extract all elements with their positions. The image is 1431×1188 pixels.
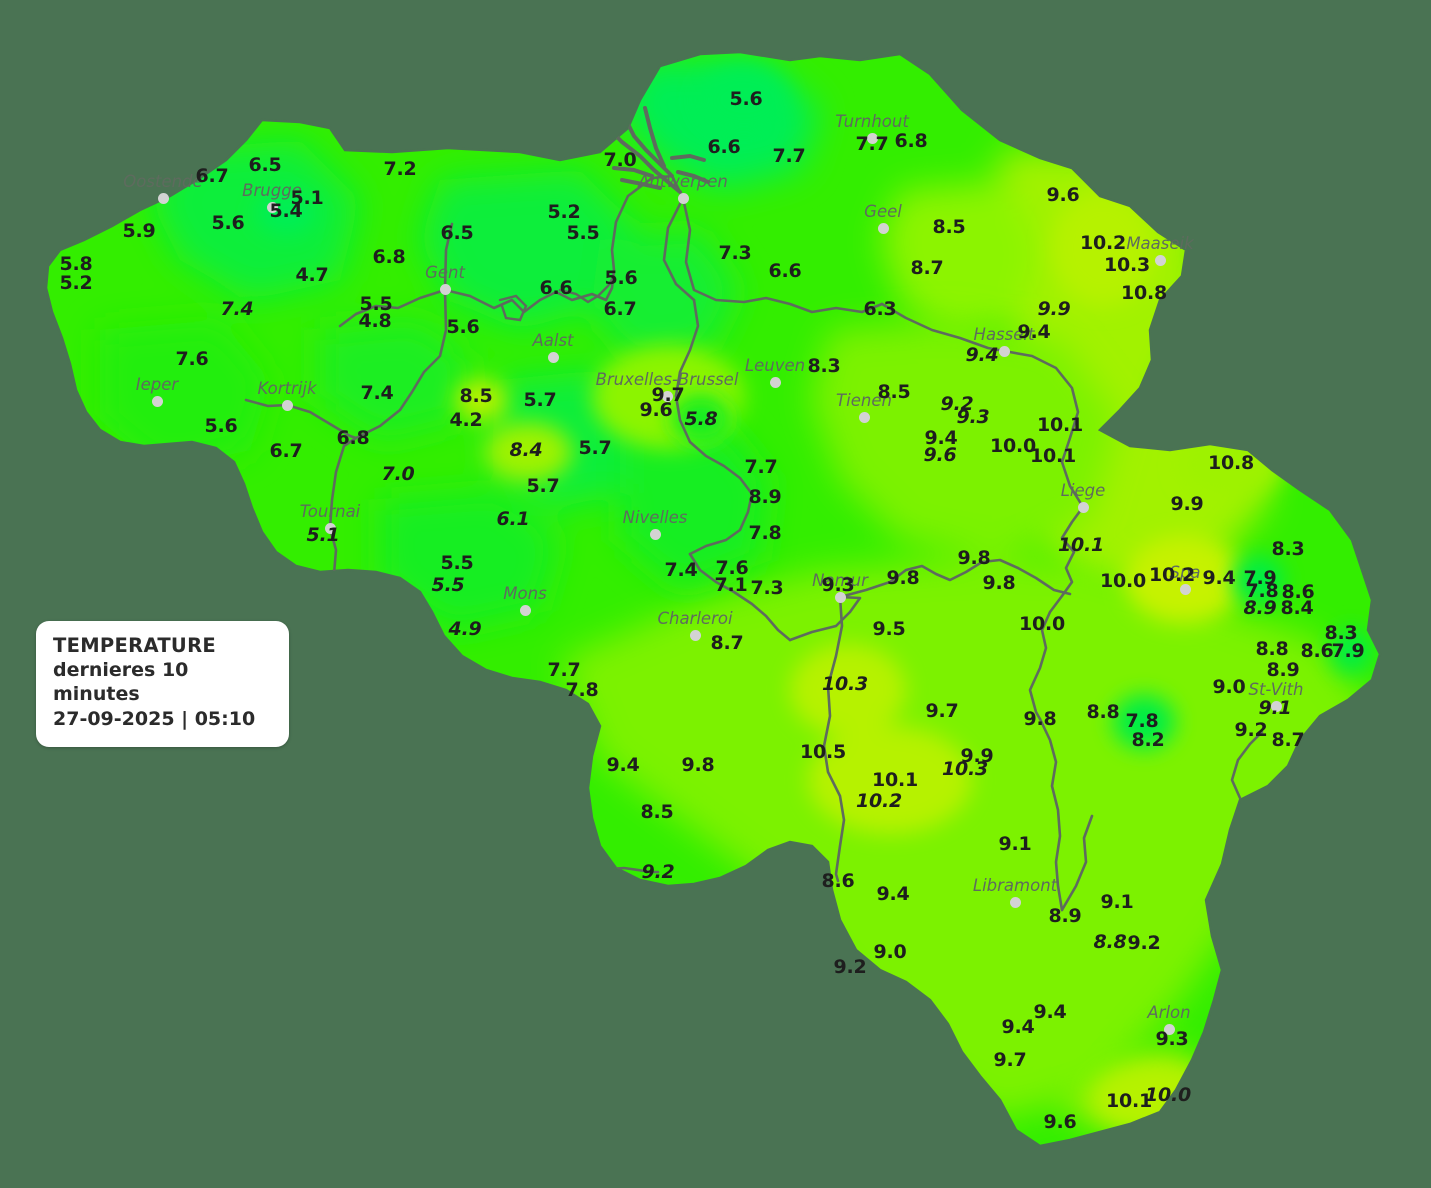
legend-card: TEMPERATURE dernieres 10 minutes 27-09-2… — [36, 621, 289, 747]
river-schelde — [606, 106, 710, 194]
legend-subtitle: dernieres 10 minutes — [53, 658, 189, 706]
legend-title: TEMPERATURE — [53, 634, 217, 657]
country-outline — [44, 50, 1382, 1148]
province-borders — [244, 174, 1264, 912]
legend-datetime: 27-09-2025 | 05:10 — [53, 708, 256, 731]
river-network — [498, 274, 616, 322]
